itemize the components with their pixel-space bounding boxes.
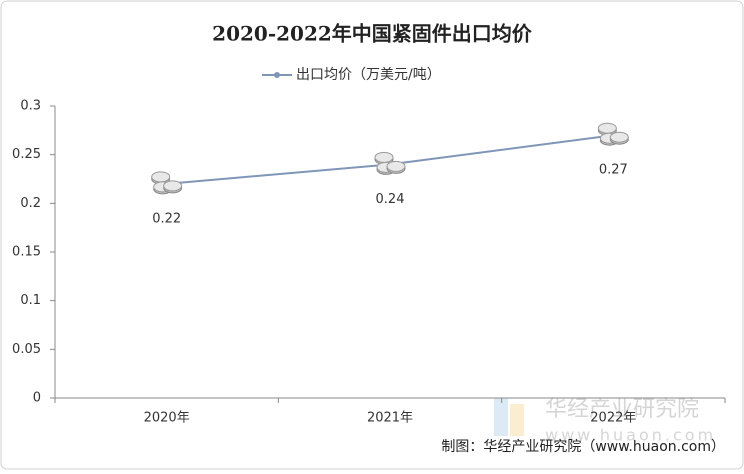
data-label: 0.27 <box>599 163 628 178</box>
x-tick-label: 2021年 <box>367 411 413 426</box>
x-tick-label: 2020年 <box>144 411 190 426</box>
marker-part <box>597 122 617 134</box>
data-label: 0.24 <box>376 192 405 207</box>
marker-part <box>609 131 629 143</box>
watermark-url: www.huaon.com <box>545 426 716 445</box>
y-tick-label: 0.3 <box>20 99 41 114</box>
legend-marker <box>274 72 280 78</box>
marker-part <box>151 171 171 183</box>
y-tick-label: 0.05 <box>12 342 41 357</box>
y-tick-label: 0.15 <box>12 245 41 260</box>
watermark: 华经产业研究院 www.huaon.com <box>494 397 716 445</box>
source: 制图：华经产业研究院（www.huaon.com） <box>441 439 725 455</box>
watermark-name: 华经产业研究院 <box>545 397 699 422</box>
chart-title: 2020-2022年中国紧固件出口均价 <box>212 22 533 46</box>
y-tick-label: 0.25 <box>12 147 41 162</box>
watermark-logo <box>494 398 508 436</box>
legend-label: 出口均价（万美元/吨） <box>296 67 441 83</box>
y-tick-label: 0.1 <box>20 293 41 308</box>
marker-part <box>163 180 183 192</box>
y-tick-label: 0.2 <box>20 196 41 211</box>
marker-part <box>374 151 394 163</box>
x-tick-label: 2022年 <box>590 411 636 426</box>
marker-part <box>386 160 406 172</box>
watermark-logo <box>510 404 524 436</box>
data-label: 0.22 <box>152 211 181 226</box>
y-tick-label: 0 <box>33 391 41 406</box>
